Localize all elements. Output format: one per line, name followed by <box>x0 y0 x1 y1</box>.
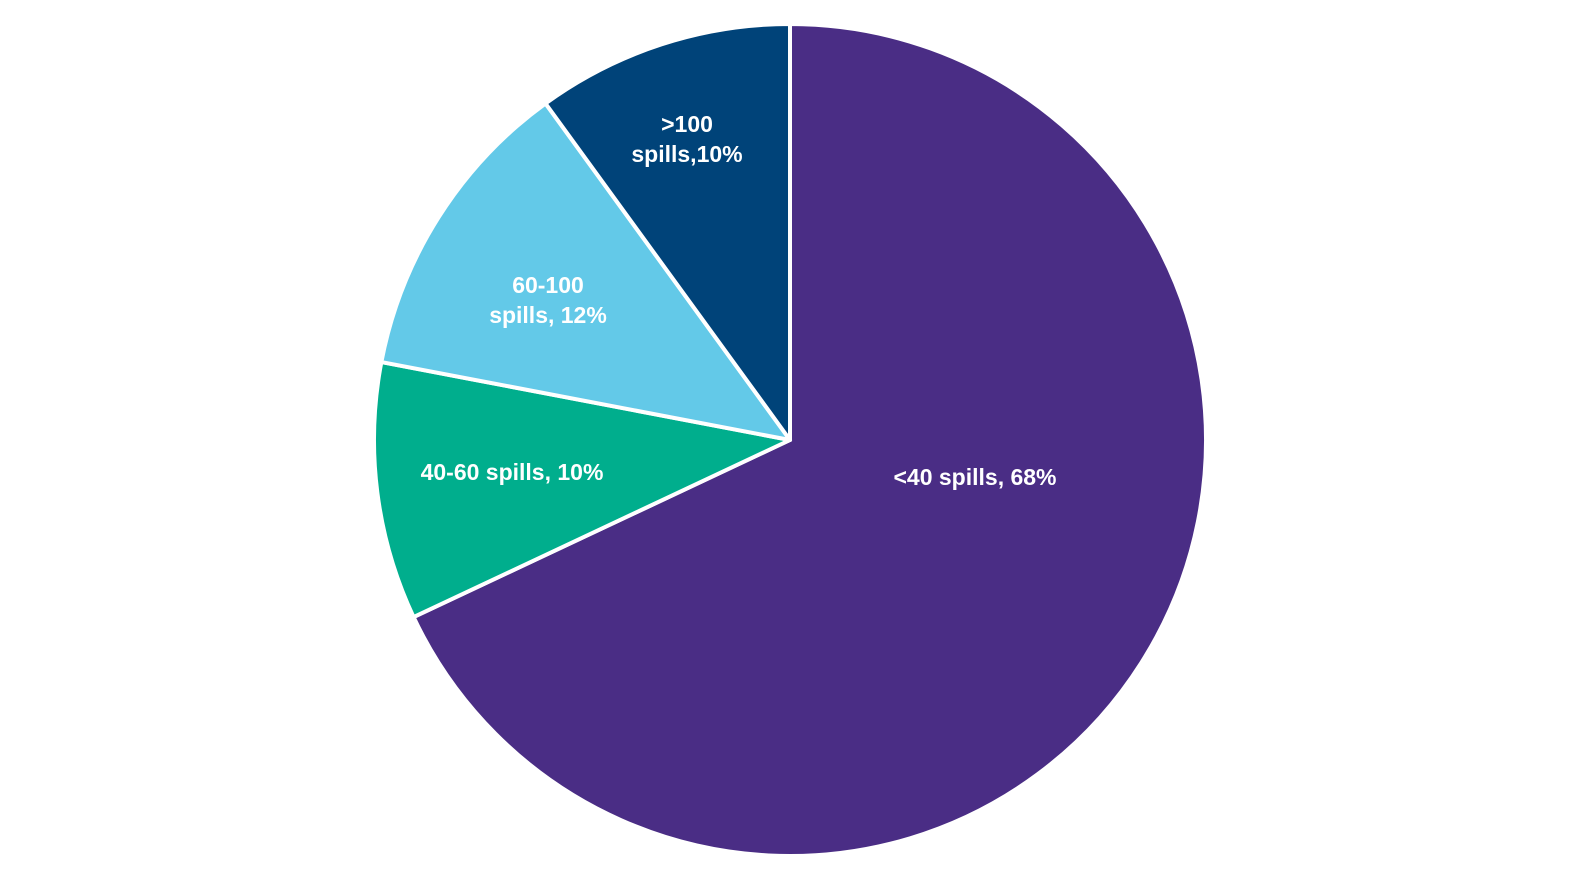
pie-slices-group <box>372 22 1208 858</box>
pie-slice-60-100-spills[interactable] <box>379 101 792 442</box>
pie-labels-group: <40 spills, 68% 40-60 spills, 10% 60-100 sp… <box>421 111 1057 490</box>
slice-label: spills, 12% <box>489 302 607 328</box>
slice-label: >100 <box>661 111 713 137</box>
pie-slice-100-spills[interactable] <box>543 22 792 442</box>
slice-label: 60-100 <box>512 272 584 298</box>
pie-slice-40-spills[interactable] <box>411 22 1208 858</box>
slice-label: spills,10% <box>631 141 742 167</box>
pie-slice-40-60-spills[interactable] <box>372 360 792 620</box>
slice-label: 40-60 spills, 10% <box>421 459 604 485</box>
slice-label: <40 spills, 68% <box>893 464 1056 490</box>
